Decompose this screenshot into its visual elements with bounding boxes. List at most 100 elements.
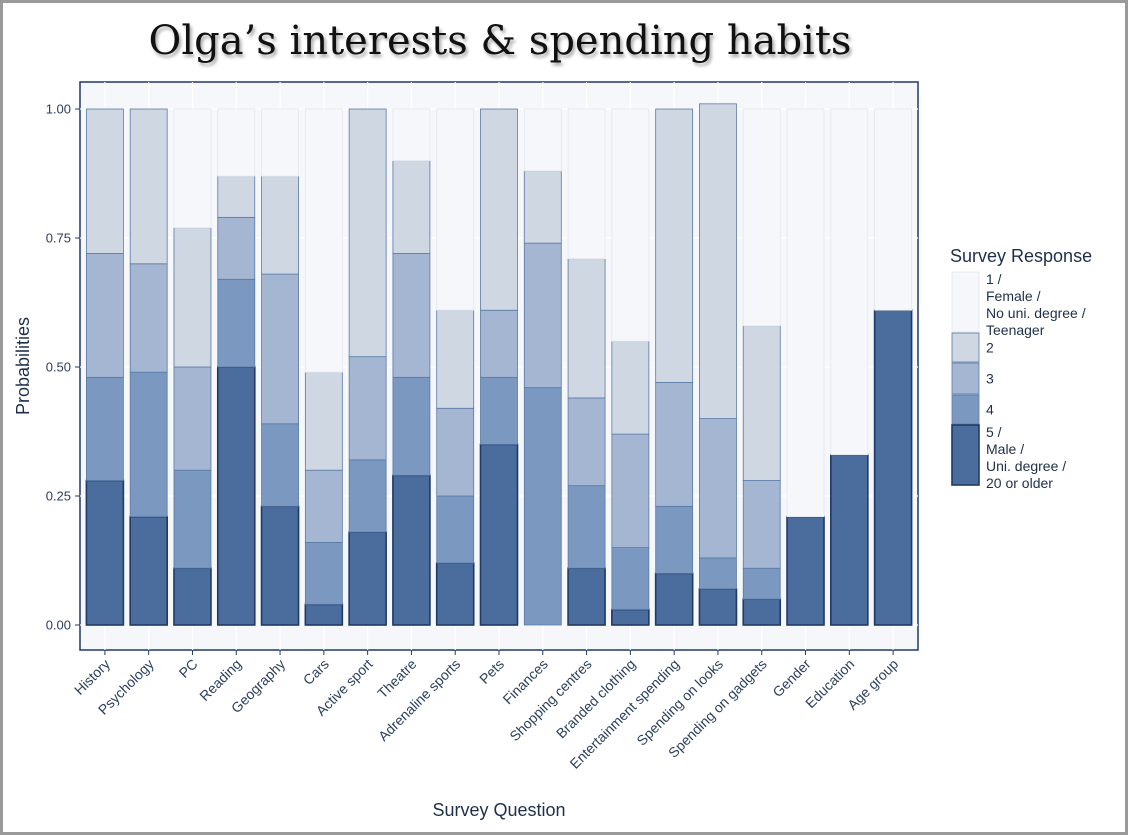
bar-segment-psychology-5 [129,515,168,626]
bar-segment-spending-on-gadgets-3 [742,480,781,569]
x-tick-label: PC [176,656,201,681]
chart-title: Olga’s interests & spending habits [148,18,852,64]
bar-segment-spending-on-looks-3 [699,418,737,559]
bar-segment-spending-on-looks-5 [698,588,738,626]
bar-segment-pc-4 [173,469,212,569]
legend-title: Survey Response [950,246,1092,266]
bar-segment-shopping-centres-5 [567,567,606,626]
x-axis-title: Survey Question [432,800,565,820]
bar-segment-finances-2 [523,170,562,244]
bar-segment-gender-5 [786,515,825,626]
legend-key [951,332,980,363]
bar-segment-geography-1 [261,108,299,177]
bar-segment-shopping-centres-3 [567,397,606,487]
bar-segment-pc-2 [173,227,212,368]
bar-segment-cars-4 [304,542,343,605]
bar-segment-education-5 [830,453,869,626]
bar-segment-branded-clothing-2 [611,340,650,435]
bar-segment-branded-clothing-3 [611,433,650,548]
bar-segment-adrenaline-sports-5 [435,562,475,626]
bar-segment-reading-2 [217,175,256,218]
bar-segment-age-group-5 [873,309,913,626]
legend-label: Male / [986,441,1024,457]
legend-label: Female / [986,288,1041,304]
bar-segment-branded-clothing-1 [611,108,650,342]
y-axis-title: Probabilities [13,317,33,415]
bar-segment-cars-2 [304,371,343,471]
bar-segment-pc-5 [173,567,212,626]
legend-key [951,424,980,486]
bar-segment-pets-2 [480,108,518,311]
bar-segment-gender-1 [786,108,825,518]
bar-segment-adrenaline-sports-4 [436,495,475,564]
y-tick-label: 0.50 [46,360,71,375]
bar-segment-theatre-5 [392,474,431,626]
bar-segment-pets-4 [480,376,518,445]
bar-segment-pc-3 [173,366,212,471]
bar-segment-theatre-2 [392,160,431,254]
bar-segment-shopping-centres-4 [567,485,606,569]
bar-segment-history-2 [85,108,124,254]
bar-segment-theatre-1 [392,108,431,161]
bar-segment-active-sport-5 [348,531,387,626]
bar-segment-pets-5 [479,443,519,626]
bar-segment-active-sport-2 [348,108,387,358]
bar-segment-shopping-centres-1 [567,108,606,260]
bar-segment-finances-3 [523,242,562,389]
bar-segment-active-sport-4 [348,459,387,533]
bar-segment-reading-4 [217,278,256,368]
legend-label: Uni. degree / [986,458,1066,474]
bar-segment-spending-on-gadgets-1 [742,108,781,327]
legend-label: Teenager [986,322,1045,338]
bar-segment-reading-5 [216,366,256,626]
bar-segment-reading-3 [217,216,256,280]
legend-label: 3 [986,371,994,387]
legend-key [951,271,980,333]
y-tick-label: 0.25 [46,489,71,504]
x-tick-label: History [71,656,113,698]
bar-segment-adrenaline-sports-2 [436,309,475,409]
x-tick-label: Pets [476,656,507,687]
legend-label: 4 [986,402,994,418]
x-tick-label: Branded clothing [553,656,639,742]
bar-segment-pc-1 [173,108,212,229]
bar-segment-geography-4 [261,423,299,507]
bar-segment-history-3 [85,253,124,378]
bar-segment-age-group-1 [874,108,913,311]
bar-segment-branded-clothing-4 [611,547,650,610]
bar-segment-adrenaline-sports-3 [436,407,475,497]
bar-segment-psychology-2 [129,108,168,265]
bar-segment-entertainment-spending-5 [654,572,694,626]
y-tick-label: 0.75 [46,231,71,246]
bar-segment-entertainment-spending-2 [655,108,694,383]
bar-segment-reading-1 [217,108,256,177]
bar-segment-finances-4 [523,387,562,626]
bar-segment-spending-on-gadgets-5 [742,598,782,626]
legend-label: 20 or older [986,475,1053,491]
bar-segment-branded-clothing-5 [611,608,650,626]
bar-segment-spending-on-looks-2 [699,103,737,420]
legend-key [951,394,980,425]
bar-segment-theatre-3 [392,253,431,378]
bar-segment-adrenaline-sports-1 [436,108,475,311]
bar-segment-entertainment-spending-3 [655,382,694,507]
bar-segment-entertainment-spending-4 [655,505,694,574]
bar-segment-finances-1 [523,108,562,172]
y-tick-label: 0.00 [46,618,71,633]
bar-segment-geography-2 [261,175,299,275]
bar-segment-psychology-3 [129,263,168,373]
legend-key [951,362,980,395]
legend-label: No uni. degree / [986,305,1086,321]
bar-segment-geography-5 [260,505,300,626]
y-tick-label: 1.00 [46,102,71,117]
bar-segment-spending-on-looks-4 [699,557,737,590]
bar-segment-cars-1 [304,108,343,373]
legend-label: 1 / [986,271,1002,287]
bar-segment-pets-3 [480,309,518,378]
bar-segment-shopping-centres-2 [567,258,606,399]
bar-segment-history-4 [85,376,124,481]
bar-segment-psychology-4 [129,371,168,518]
legend-label: 2 [986,340,994,356]
bar-segment-education-1 [830,108,869,456]
